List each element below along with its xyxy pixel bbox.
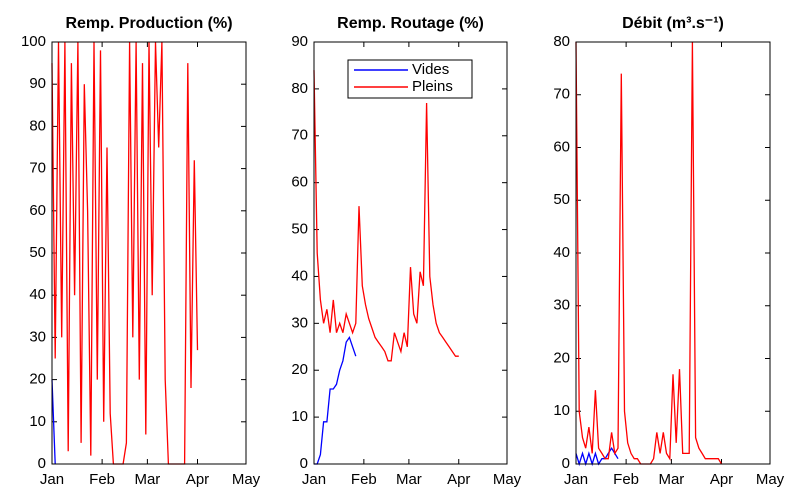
y-tick-label: 80 <box>553 33 570 50</box>
y-tick-label: 10 <box>29 413 46 430</box>
chart-title: Remp. Routage (%) <box>337 15 484 32</box>
x-tick-label: May <box>493 471 522 488</box>
x-tick-label: Mar <box>396 471 422 488</box>
y-tick-label: 60 <box>553 138 570 155</box>
y-tick-label: 90 <box>29 75 46 92</box>
series-line <box>313 70 459 362</box>
y-tick-label: 60 <box>29 202 46 219</box>
x-tick-label: Apr <box>447 471 470 488</box>
subplot: Remp. Production (%) 0 10 20 30 40 50 60 70 80 90 1… <box>21 15 261 488</box>
y-tick-label: 30 <box>29 328 46 345</box>
y-tick-label: 50 <box>29 244 46 261</box>
y-tick-label: 70 <box>553 86 570 103</box>
axes-box <box>313 41 508 465</box>
x-tick-label: Feb <box>613 471 639 488</box>
x-tick-label: May <box>232 471 261 488</box>
x-tick-label: Apr <box>710 471 733 488</box>
x-tick-label: Feb <box>351 471 377 488</box>
x-tick-label: Jan <box>302 471 326 488</box>
subplot: Débit (m³.s⁻¹) 0 10 20 30 40 50 60 70 80 Jan Feb Mar… <box>553 15 784 488</box>
x-tick-label: Feb <box>89 471 115 488</box>
y-tick-label: 30 <box>553 297 570 314</box>
y-tick-label: 10 <box>291 408 308 425</box>
y-tick-label: 10 <box>553 402 570 419</box>
y-tick-label: 90 <box>291 33 308 50</box>
y-tick-label: 0 <box>562 455 570 472</box>
y-tick-label: 40 <box>553 244 570 261</box>
y-tick-label: 0 <box>38 455 46 472</box>
x-tick-label: Jan <box>564 471 588 488</box>
subplot: Remp. Routage (%) 0 10 20 30 40 50 60 70 80 90 Jan F… <box>291 15 521 488</box>
series-line <box>575 446 619 467</box>
series-line <box>51 379 56 465</box>
y-tick-label: 80 <box>29 117 46 134</box>
legend-label: Pleins <box>412 78 453 95</box>
y-tick-label: 0 <box>300 455 308 472</box>
series-line <box>51 41 199 465</box>
y-tick-label: 20 <box>553 349 570 366</box>
y-tick-label: 40 <box>291 267 308 284</box>
legend-label: Vides <box>412 61 449 78</box>
y-tick-label: 80 <box>291 80 308 97</box>
y-tick-label: 50 <box>291 221 308 238</box>
axes-box <box>51 41 247 465</box>
y-tick-label: 50 <box>553 191 570 208</box>
y-tick-label: 30 <box>291 314 308 331</box>
x-tick-label: May <box>756 471 785 488</box>
x-tick-label: Apr <box>186 471 209 488</box>
y-tick-label: 20 <box>29 371 46 388</box>
x-tick-label: Jan <box>40 471 64 488</box>
chart-title: Débit (m³.s⁻¹) <box>622 15 724 32</box>
x-tick-label: Mar <box>134 471 160 488</box>
series-line <box>314 335 357 465</box>
y-tick-label: 60 <box>291 174 308 191</box>
axes-box <box>575 41 771 465</box>
y-tick-label: 20 <box>291 361 308 378</box>
y-tick-label: 70 <box>291 127 308 144</box>
y-tick-label: 100 <box>21 33 46 50</box>
y-tick-label: 70 <box>29 160 46 177</box>
y-tick-label: 40 <box>29 286 46 303</box>
legend-box <box>347 59 473 99</box>
series-line <box>575 41 723 465</box>
x-tick-label: Mar <box>658 471 684 488</box>
chart-title: Remp. Production (%) <box>65 15 232 32</box>
